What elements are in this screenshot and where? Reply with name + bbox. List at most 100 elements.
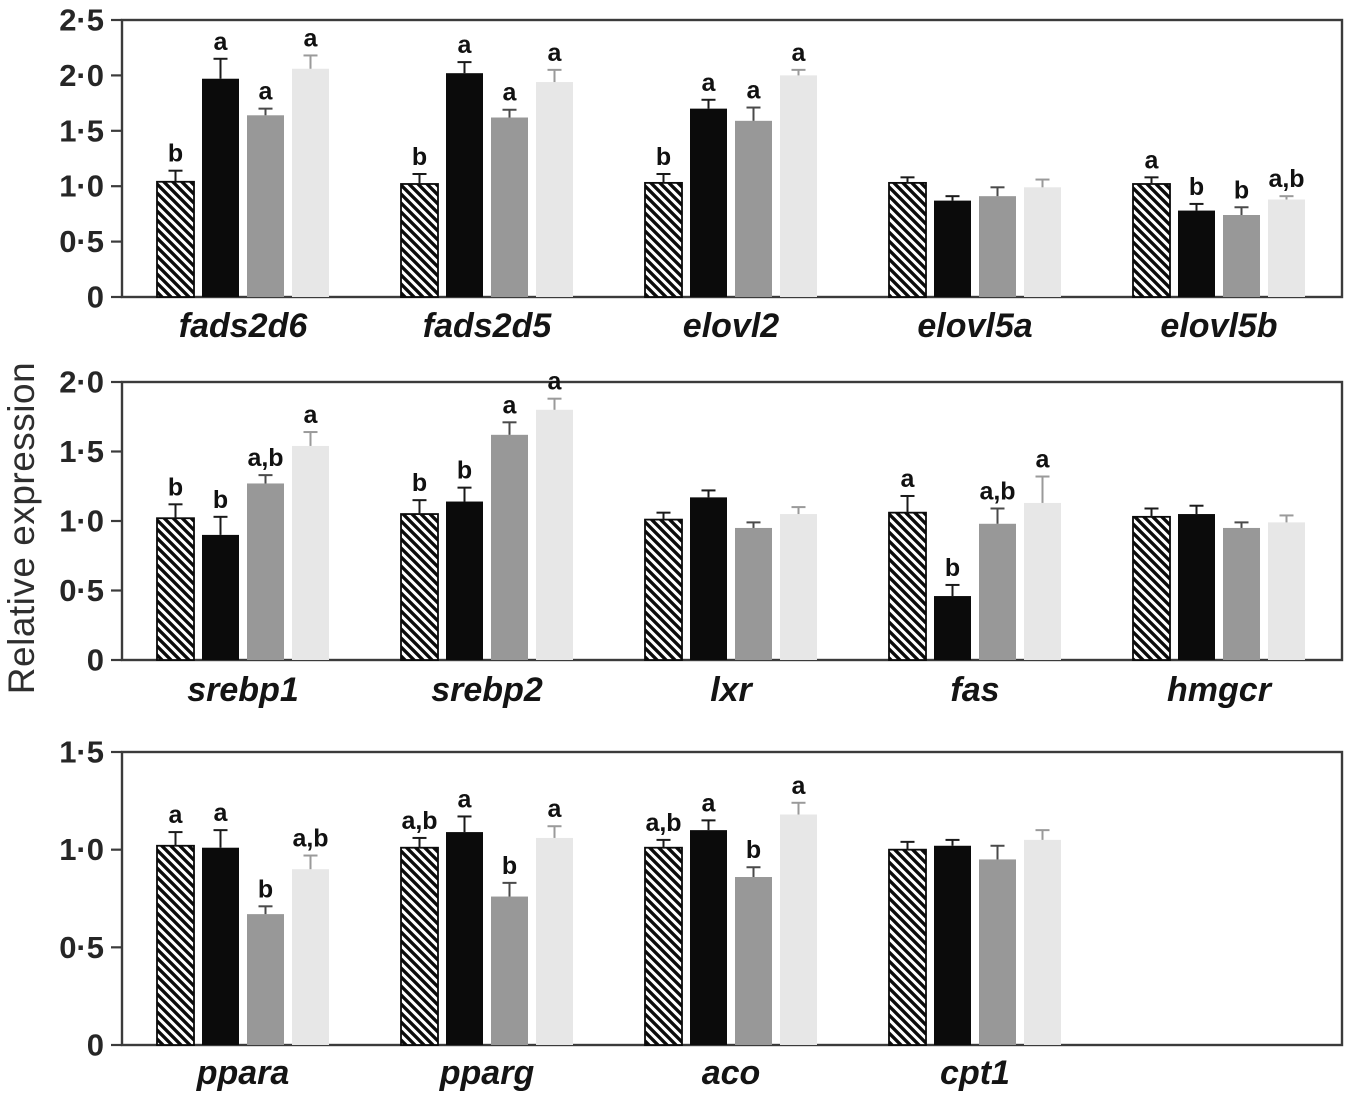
- bar-light-grey: [780, 814, 817, 1045]
- bar-grey: [247, 115, 284, 298]
- sig-letter: a: [548, 39, 563, 67]
- bar-black: [446, 501, 483, 660]
- bar-grey: [1223, 215, 1260, 297]
- bar-grey: [491, 117, 528, 297]
- bar-hatched: [1132, 515, 1171, 661]
- bar-grey: [735, 877, 772, 1045]
- bar-black: [934, 596, 971, 660]
- bar-light-grey: [1268, 522, 1305, 660]
- bar-black: [1178, 514, 1215, 660]
- bar-light-grey: [292, 68, 329, 297]
- bar-hatched: [644, 181, 683, 298]
- sig-letter: b: [168, 140, 183, 168]
- sig-letter: a: [1036, 446, 1051, 474]
- sig-letter: a: [304, 401, 319, 429]
- sig-letter: b: [1189, 173, 1204, 201]
- y-tick-label: 2·0: [59, 365, 104, 400]
- bar-light-grey: [1024, 187, 1061, 297]
- y-tick-label: 1·5: [59, 434, 104, 469]
- sig-letter: b: [412, 143, 427, 171]
- bar-grey: [491, 434, 528, 660]
- gene-label: hmgcr: [1167, 671, 1273, 709]
- gene-label: cpt1: [940, 1054, 1010, 1092]
- sig-letter: a: [214, 799, 229, 827]
- sig-letter: b: [412, 469, 427, 497]
- sig-letter: a: [458, 785, 473, 813]
- sig-letter: b: [502, 852, 517, 880]
- bar-light-grey: [1024, 502, 1061, 660]
- bar-grey: [979, 859, 1016, 1045]
- sig-letter: a: [304, 24, 319, 52]
- sig-letter: a: [169, 801, 184, 829]
- bar-grey: [735, 527, 772, 660]
- bar-black: [202, 847, 239, 1045]
- sig-letter: a,b: [979, 477, 1015, 505]
- sig-letter: b: [168, 473, 183, 501]
- sig-letter: a: [702, 789, 717, 817]
- bar-hatched: [888, 511, 927, 661]
- gene-label: pparg: [439, 1054, 535, 1092]
- bar-light-grey: [1268, 199, 1305, 297]
- sig-letter: a: [548, 368, 563, 396]
- y-tick-label: 1·0: [59, 504, 104, 539]
- y-tick-label: 2·5: [59, 3, 104, 38]
- panel-top-chart: 00·51·01·52·02·5baaafads2d6baaafads2d5ba…: [59, 3, 1344, 345]
- bar-black: [202, 78, 239, 297]
- bar-grey: [979, 523, 1016, 660]
- gene-label: fas: [950, 671, 999, 709]
- bar-grey: [735, 120, 772, 297]
- panel-middle-chart: 0 0·5 1·0 1·5 2·0 b b a,b a srebp1 b b a a srebp2 lxr a b…: [59, 365, 1344, 709]
- gene-label: srebp1: [187, 671, 299, 709]
- y-tick-label: 0: [87, 280, 104, 315]
- bar-hatched: [156, 180, 195, 298]
- gene-label: fads2d6: [179, 307, 309, 345]
- sig-letter: a: [702, 69, 717, 97]
- sig-letter: a,b: [292, 825, 328, 853]
- panel-bottom-chart: 0 0·5 1·0 1·5 a a b a,b ppara a,b a b a pparg a,b a b a ac…: [59, 735, 1344, 1092]
- bar-light-grey: [1024, 839, 1061, 1045]
- sig-letter: b: [213, 486, 228, 514]
- bar-light-grey: [292, 445, 329, 660]
- bar-hatched: [1132, 183, 1171, 298]
- panel-frame: [120, 750, 1344, 1047]
- bar-black: [690, 497, 727, 660]
- gene-label: lxr: [710, 671, 753, 709]
- sig-letter: a: [503, 79, 518, 107]
- bar-black: [934, 200, 971, 297]
- bar-hatched: [400, 513, 439, 661]
- bar-hatched: [644, 846, 683, 1046]
- bar-grey: [1223, 527, 1260, 660]
- sig-letter: a: [458, 31, 473, 59]
- bar-light-grey: [536, 409, 573, 660]
- sig-letter: a: [259, 78, 274, 106]
- sig-letter: b: [457, 457, 472, 485]
- sig-letter: a: [792, 39, 807, 67]
- bar-light-grey: [780, 75, 817, 298]
- bar-hatched: [156, 517, 195, 661]
- y-tick-label: 0: [87, 643, 104, 678]
- sig-letter: a: [901, 465, 916, 493]
- bar-black: [934, 845, 971, 1045]
- gene-label: elovl2: [683, 307, 779, 345]
- sig-letter: a: [747, 77, 762, 105]
- sig-letter: a: [548, 795, 563, 823]
- bar-light-grey: [292, 869, 329, 1045]
- bar-hatched: [400, 846, 439, 1046]
- gene-label: ppara: [196, 1054, 290, 1092]
- sig-letter: b: [945, 554, 960, 582]
- bar-light-grey: [780, 514, 817, 660]
- bar-grey: [491, 896, 528, 1045]
- gene-label: fads2d5: [423, 307, 553, 345]
- bar-hatched: [400, 183, 439, 298]
- sig-letter: b: [746, 836, 761, 864]
- gene-label: srebp2: [431, 671, 543, 709]
- bar-black: [446, 832, 483, 1045]
- bar-light-grey: [536, 82, 573, 297]
- bar-black: [446, 73, 483, 298]
- sig-letter: a,b: [1268, 165, 1304, 193]
- bar-black: [202, 534, 239, 660]
- bar-hatched: [888, 848, 927, 1046]
- y-tick-label: 1·5: [59, 113, 104, 148]
- y-tick-label: 1·5: [59, 735, 104, 770]
